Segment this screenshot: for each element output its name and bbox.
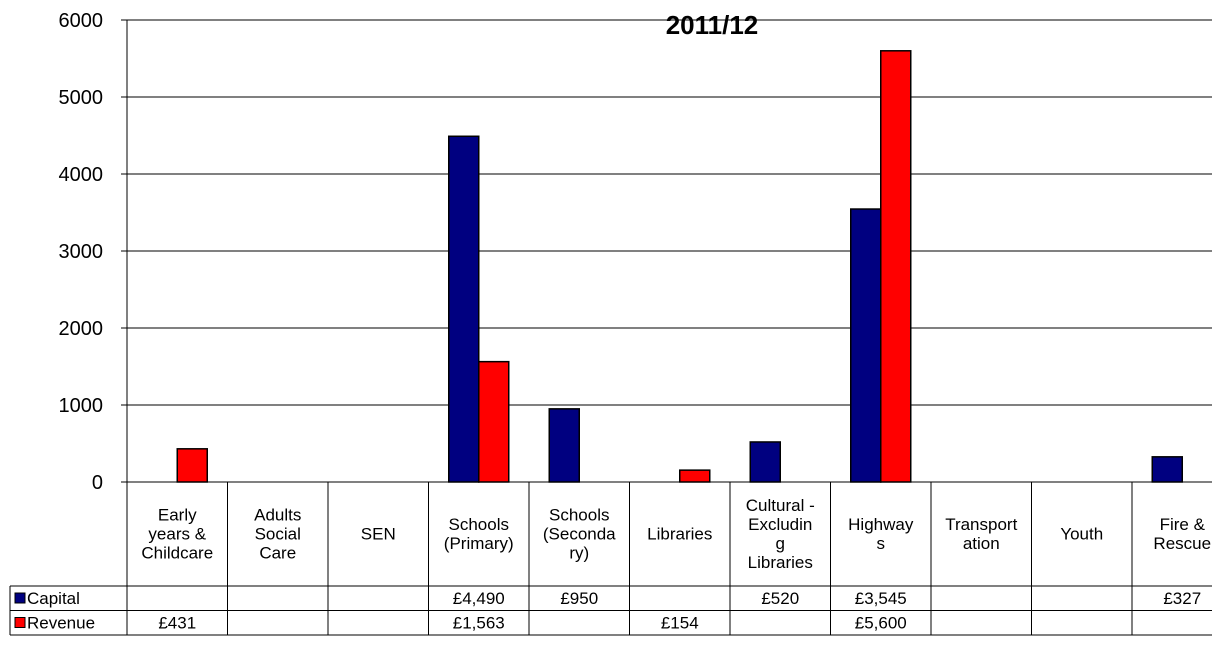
data-label: £154 (661, 614, 699, 633)
data-label: £431 (158, 614, 196, 633)
bars (176, 50, 1183, 483)
data-label: £520 (761, 589, 799, 608)
y-tick-label: 6000 (59, 10, 104, 32)
y-tick-label: 1000 (59, 395, 104, 417)
y-tick-label: 5000 (59, 87, 104, 109)
data-label: £327 (1163, 589, 1201, 608)
x-tick-label: SEN (361, 525, 396, 544)
gridlines (127, 19, 1212, 406)
data-label: £1,563 (453, 614, 505, 633)
y-tick-label: 2000 (59, 318, 104, 340)
data-label: £5,600 (855, 614, 907, 633)
bar-revenue (880, 50, 912, 483)
data-label: £4,490 (453, 589, 505, 608)
legend-label-revenue: Revenue (27, 614, 95, 633)
data-label: £3,545 (855, 589, 907, 608)
legend-key-revenue (14, 617, 26, 628)
bar-capital (448, 135, 480, 483)
y-tick-label: 0 (92, 472, 103, 494)
bar-capital (548, 408, 580, 483)
y-tick-label: 4000 (59, 164, 104, 186)
bar-capital (1151, 456, 1183, 483)
y-tick-label: 3000 (59, 241, 104, 263)
x-tick-label: Transport ation (945, 515, 1017, 553)
x-tick-label: Schools (Seconda ry) (543, 506, 616, 563)
bar-revenue (176, 448, 208, 483)
x-tick-label: Schools (Primary) (444, 515, 514, 553)
y-axis-ticks: 0 1000 2000 3000 4000 5000 6000 (59, 10, 104, 494)
data-label: £950 (560, 589, 598, 608)
chart-title: 2011/12 (666, 10, 759, 40)
bar-revenue (478, 360, 510, 483)
x-tick-label: Highway s (848, 515, 914, 553)
data-table: Early years & Childcare Adults Social Care SEN… (9, 482, 1212, 636)
bar-capital (850, 208, 882, 483)
x-tick-label: Fire & Rescue (1153, 515, 1211, 553)
x-tick-label: Youth (1060, 525, 1103, 544)
x-tick-label: Adults Social Care (254, 506, 301, 563)
bar-capital (749, 441, 781, 483)
legend-key-capital (14, 592, 26, 604)
bar-revenue (679, 469, 711, 483)
x-tick-label: Libraries (647, 525, 712, 544)
legend-label-capital: Capital (27, 589, 80, 608)
x-tick-label: Cultural -Excludin g Libraries (746, 496, 815, 572)
x-tick-label: Early years & Childcare (141, 506, 213, 563)
